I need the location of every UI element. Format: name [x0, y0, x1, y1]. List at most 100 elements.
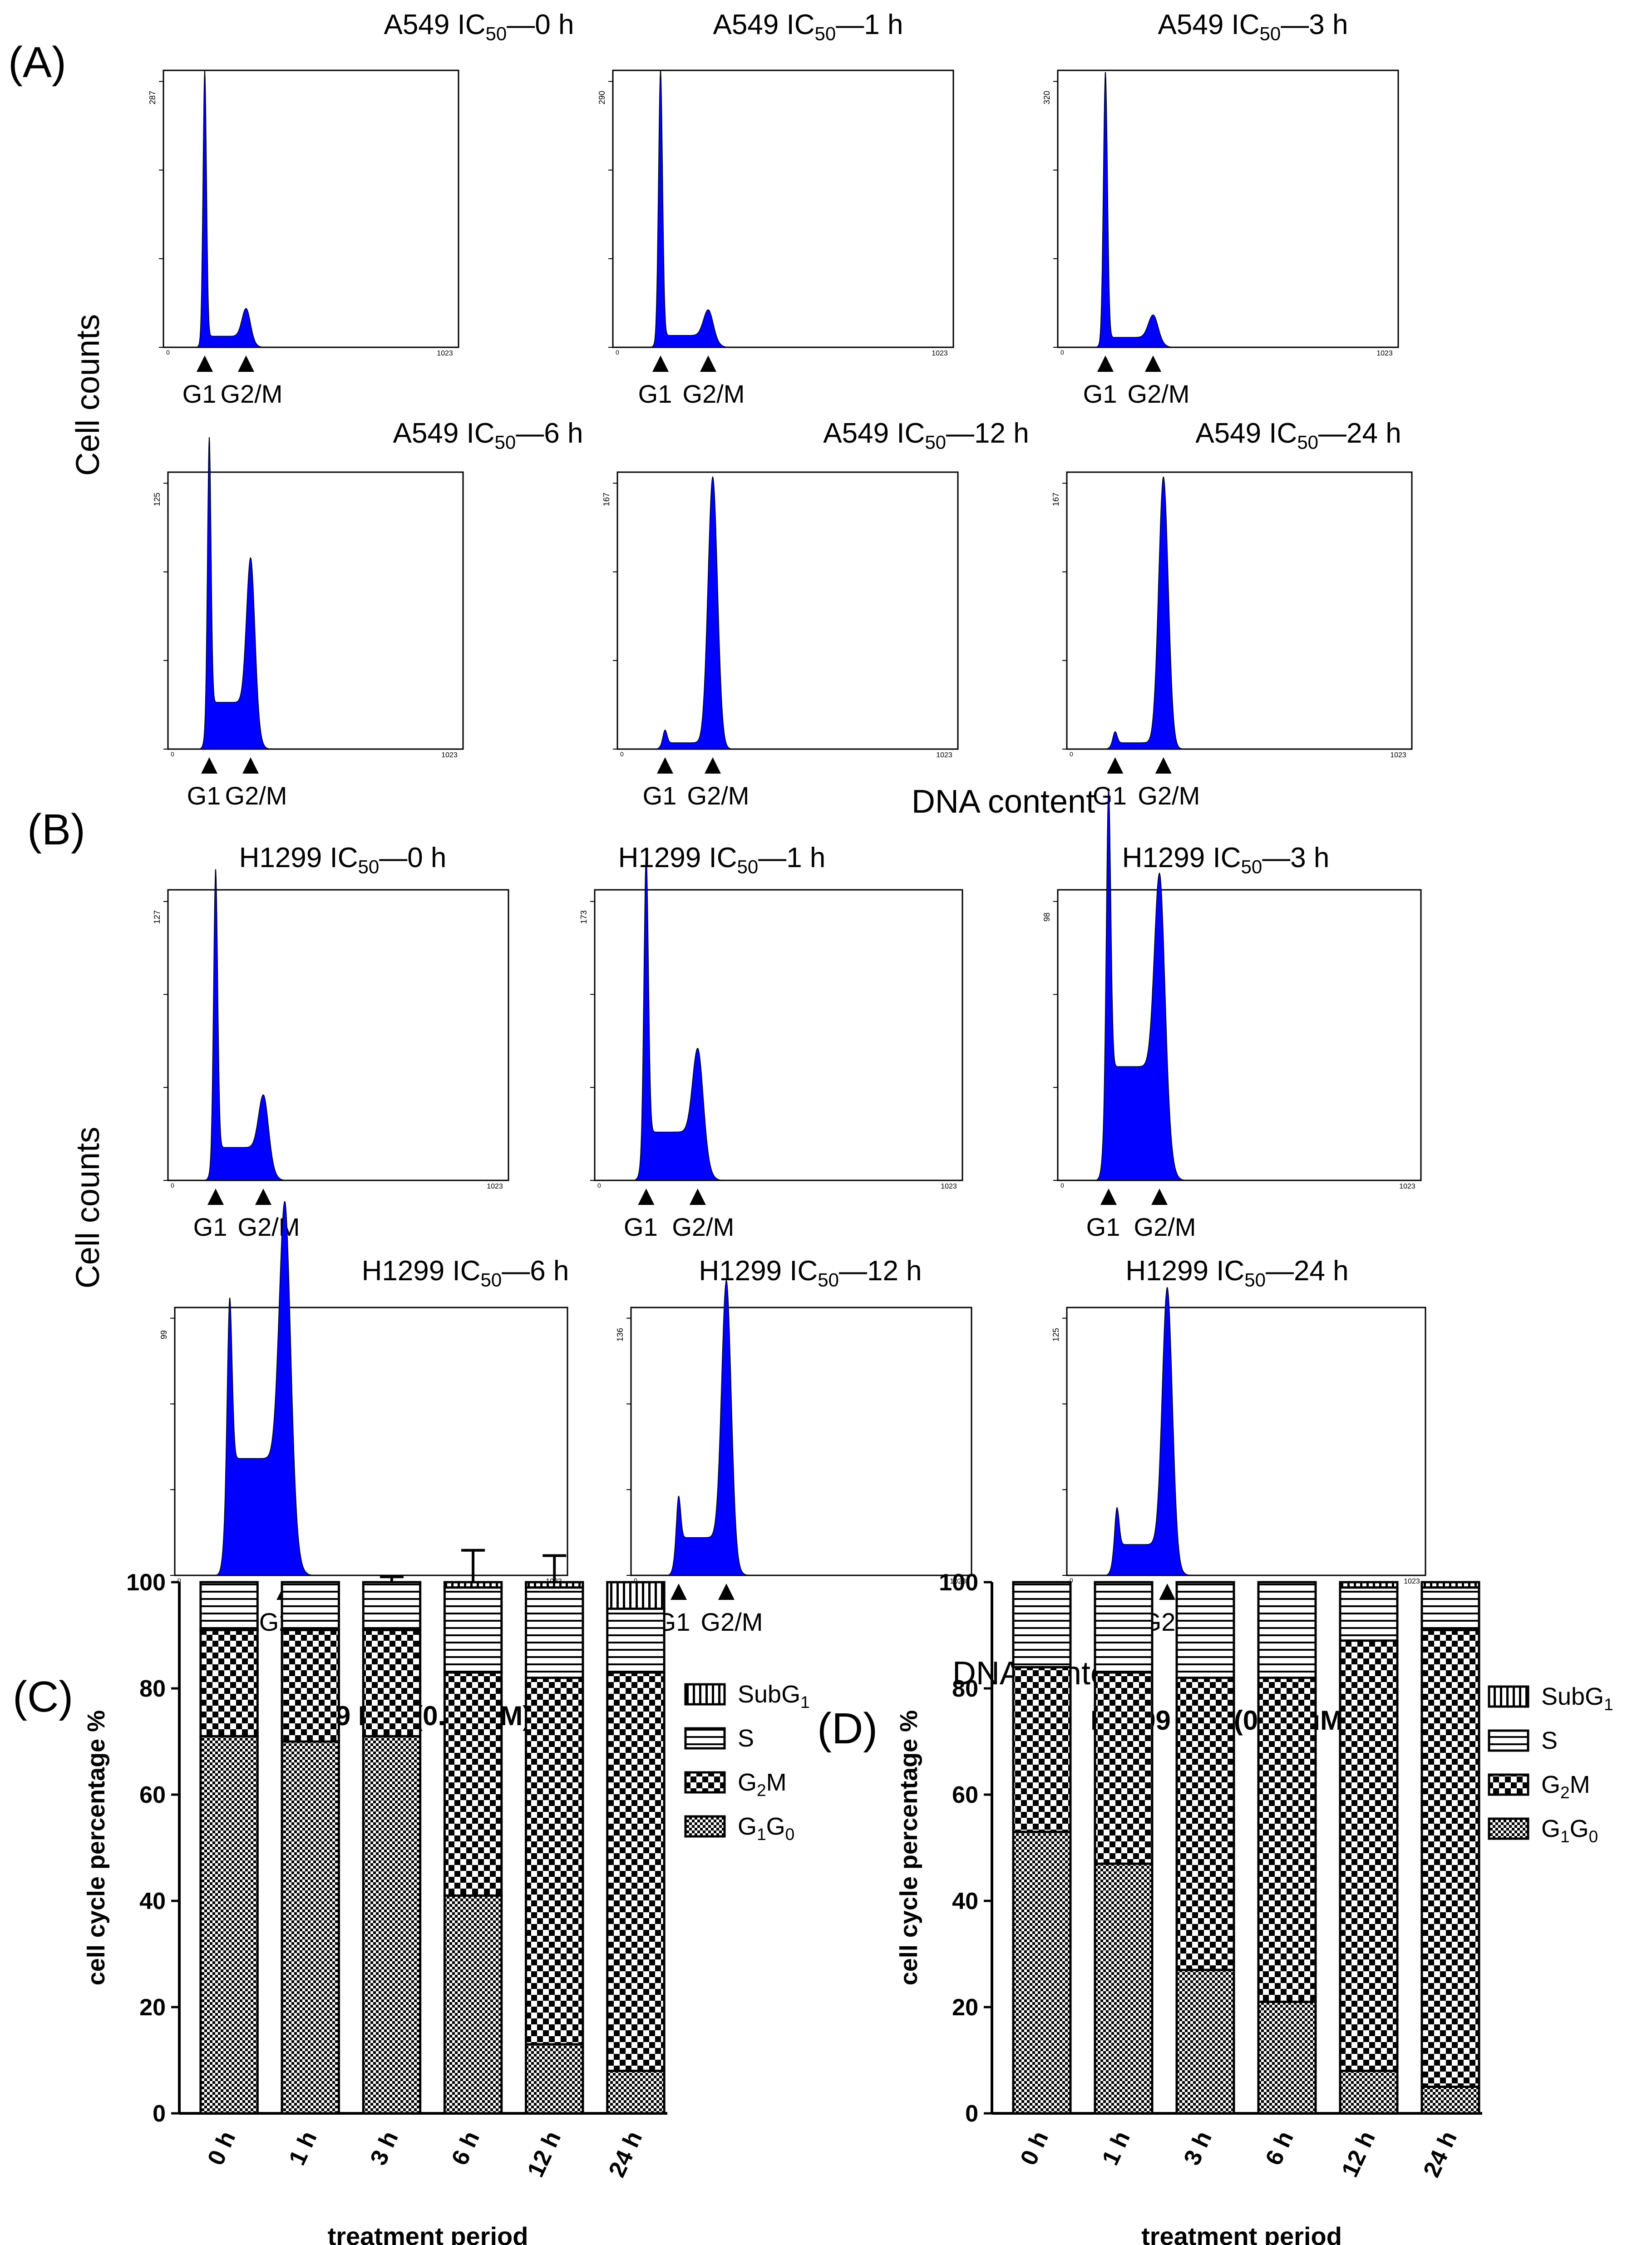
- bar-segment-g1g0: [606, 2069, 666, 2115]
- dna-histogram-area: [1088, 72, 1201, 348]
- y-tick-label: 60: [952, 1782, 978, 1808]
- y-tick-label: 80: [139, 1676, 166, 1702]
- legend-label-g2m: G2M: [1541, 1771, 1590, 1802]
- histogram-a549-2: 290 1023 0 G1 G2/M A549 IC50—1 h: [597, 9, 954, 408]
- x-max-label: 1023: [1376, 350, 1393, 357]
- histogram-a549-4: 125 1023 0 G1 G2/M A549 IC50—6 h: [153, 418, 583, 810]
- bar-segment-g2m: [1339, 1639, 1399, 2072]
- dna-histogram-area: [648, 476, 760, 750]
- dna-histogram-area: [627, 854, 750, 1181]
- histogram-frame: [1057, 69, 1399, 348]
- histogram-title: A549 IC50—24 h: [1195, 418, 1401, 453]
- g1-marker-icon: [207, 1189, 224, 1205]
- stacked-bar-chart-c: 0 20 40 60 80 100 cell cycle percentage % treat…: [83, 1549, 810, 2245]
- bar-segment-subg1: [1420, 1581, 1480, 1589]
- g1-marker-icon: [671, 1584, 687, 1600]
- g2m-marker-icon: [705, 757, 721, 774]
- histogram-frame: [163, 69, 459, 348]
- y-max-label: 99: [159, 1330, 168, 1339]
- histogram-title: H1299 IC50—24 h: [1125, 1255, 1348, 1291]
- g1-marker-icon: [1107, 757, 1124, 774]
- bar-segment-g2m: [1420, 1628, 1480, 2088]
- y-tick-label: 40: [139, 1888, 166, 1914]
- x-max-label: 1023: [1399, 1183, 1415, 1190]
- bar-segment-g1g0: [1094, 1862, 1154, 2115]
- histogram-title: A549 IC50—12 h: [823, 418, 1029, 453]
- x-max-label: 1023: [932, 350, 948, 357]
- x-label-hist-a: DNA content: [912, 784, 1095, 820]
- y-tick-label: 100: [939, 1569, 978, 1596]
- g1-marker-label: G1: [643, 781, 677, 810]
- dna-histogram-area: [1099, 1287, 1218, 1576]
- x-min-label: 0: [634, 1577, 637, 1584]
- g2m-marker-label: G2/M: [701, 1608, 763, 1636]
- category-label: 6 h: [1261, 2127, 1299, 2170]
- histogram-frame: [1066, 471, 1413, 750]
- g1-marker-label: G1: [187, 781, 221, 810]
- histogram-h1299-3: 98 1023 0 G1 G2/M H1299 IC50—3 h: [1042, 788, 1422, 1241]
- g1-marker-icon: [638, 1189, 655, 1205]
- bar-segment-g2m: [606, 1671, 666, 2072]
- x-max-label: 1023: [950, 1578, 966, 1585]
- histogram-frame: [167, 889, 509, 1181]
- histogram-title: H1299 IC50—6 h: [362, 1255, 569, 1291]
- dna-histogram-area: [194, 437, 292, 750]
- g2m-marker-icon: [700, 355, 716, 372]
- g2m-marker-label: G2/M: [1128, 380, 1190, 408]
- g1-marker-icon: [197, 355, 213, 372]
- category-label: 12 h: [523, 2127, 567, 2181]
- g2m-marker-label: G2/M: [683, 380, 745, 408]
- legend-swatch-g2m: [684, 1771, 726, 1794]
- bar-segment-g2m: [1012, 1666, 1072, 1833]
- x-min-label: 0: [166, 349, 170, 356]
- legend-label-subg1: SubG1: [738, 1681, 810, 1712]
- g1-marker-icon: [1100, 1189, 1117, 1205]
- y-label-hist-a: Cell counts: [70, 314, 106, 476]
- legend-label-g2m: G2M: [738, 1769, 787, 1800]
- x-max-label: 1023: [441, 751, 458, 759]
- x-axis-label: treatment period: [328, 2222, 528, 2245]
- category-label: 1 h: [284, 2127, 322, 2170]
- y-max-label: 167: [1051, 493, 1060, 506]
- y-tick-label: 0: [153, 2101, 166, 2127]
- g2m-marker-icon: [1155, 757, 1172, 774]
- dna-histogram-area: [1090, 788, 1210, 1181]
- x-min-label: 0: [597, 1182, 601, 1189]
- g1-marker-label: G1: [1086, 1213, 1120, 1241]
- y-tick-label: 20: [952, 1994, 978, 2021]
- g2m-marker-icon: [1159, 1584, 1176, 1600]
- x-axis-label: treatment period: [1141, 2222, 1342, 2245]
- x-min-label: 0: [1070, 1577, 1073, 1584]
- bar-segment-g2m: [362, 1628, 422, 1737]
- x-min-label: 0: [1060, 1182, 1064, 1189]
- bar-segment-g1g0: [525, 2043, 584, 2115]
- histogram-a549-1: 287 1023 0 G1 G2/M A549 IC50—0 h: [148, 9, 574, 408]
- g2m-marker-icon: [1145, 355, 1161, 372]
- dna-histogram-area: [210, 1200, 340, 1576]
- histogram-frame: [616, 471, 959, 750]
- y-tick-label: 0: [965, 2101, 978, 2127]
- bar-segment-g2m: [281, 1628, 340, 1743]
- histogram-title: H1299 IC50—12 h: [699, 1255, 922, 1291]
- bar-segment-g2m: [199, 1628, 259, 1737]
- dna-histogram-area: [643, 70, 756, 348]
- g1-marker-label: G1: [182, 380, 217, 408]
- g1-marker-icon: [201, 757, 217, 774]
- bar-segment-s: [362, 1581, 422, 1631]
- g2m-marker-icon: [242, 757, 259, 774]
- g2m-marker-label: G2/M: [225, 781, 287, 810]
- histogram-title: A549 IC50—3 h: [1158, 9, 1348, 44]
- bar-segment-g1g0: [1257, 2000, 1317, 2115]
- dna-histogram-area: [661, 1279, 774, 1576]
- category-label: 3 h: [365, 2127, 403, 2170]
- bar-chart-layer: 0 20 40 60 80 100 cell cycle percentage % treat…: [83, 1549, 1613, 2245]
- y-label-hist-b: Cell counts: [70, 1127, 106, 1288]
- category-label: 12 h: [1336, 2127, 1381, 2181]
- category-label: 0 h: [1016, 2127, 1054, 2170]
- category-label: 6 h: [447, 2127, 485, 2170]
- x-min-label: 0: [171, 750, 174, 758]
- category-label: 3 h: [1179, 2127, 1217, 2170]
